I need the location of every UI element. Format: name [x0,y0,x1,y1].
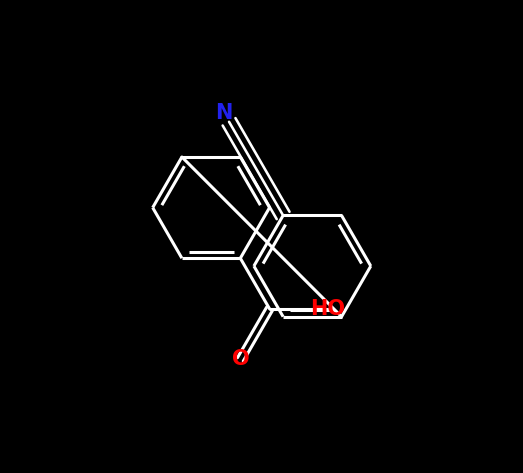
Text: O: O [232,350,249,369]
Text: HO: HO [311,299,346,319]
Text: N: N [215,103,233,123]
